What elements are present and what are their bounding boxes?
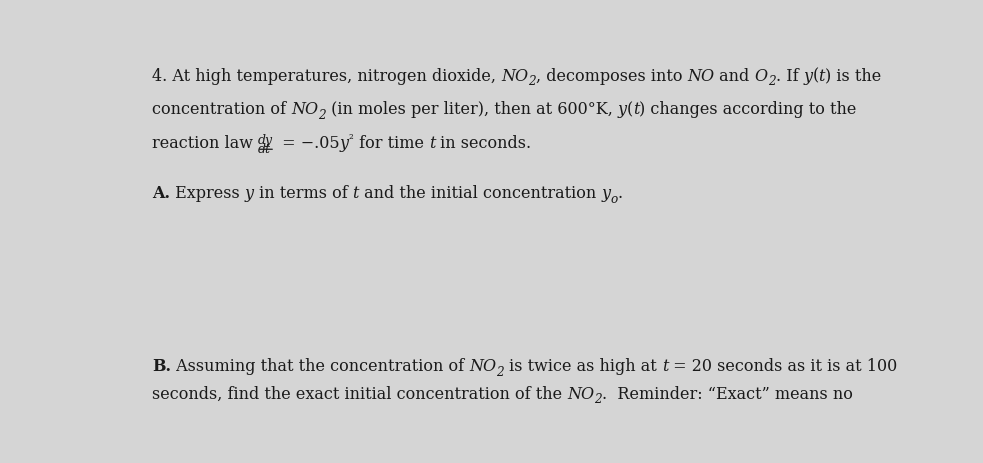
Text: ²: ² — [349, 133, 354, 146]
Text: y: y — [803, 68, 812, 85]
Text: ) changes according to the: ) changes according to the — [639, 101, 857, 119]
Text: y: y — [340, 135, 349, 152]
Text: (in moles per liter), then at 600°K,: (in moles per liter), then at 600°K, — [325, 101, 617, 119]
Text: in seconds.: in seconds. — [435, 135, 531, 152]
Text: 2: 2 — [768, 75, 776, 88]
Text: y: y — [617, 101, 627, 119]
Text: and the initial concentration: and the initial concentration — [359, 185, 602, 202]
Text: 4. At high temperatures, nitrogen dioxide,: 4. At high temperatures, nitrogen dioxid… — [151, 68, 501, 85]
Text: .: . — [617, 185, 622, 202]
Text: y: y — [245, 185, 254, 202]
Text: A.: A. — [151, 185, 170, 202]
Text: is twice as high at: is twice as high at — [504, 358, 662, 375]
Text: .  Reminder: “Exact” means no: . Reminder: “Exact” means no — [602, 386, 852, 402]
Text: seconds, find the exact initial concentration of the: seconds, find the exact initial concentr… — [151, 386, 567, 402]
Text: = 20 seconds as it is at 100: = 20 seconds as it is at 100 — [668, 358, 897, 375]
Text: NO: NO — [687, 68, 715, 85]
Text: 2: 2 — [318, 109, 325, 122]
Text: o: o — [610, 193, 617, 206]
Text: Express: Express — [170, 185, 245, 202]
Text: . If: . If — [776, 68, 803, 85]
Text: for time: for time — [354, 135, 429, 152]
Text: y: y — [602, 185, 610, 202]
Text: 2: 2 — [594, 394, 602, 407]
Text: t: t — [353, 185, 359, 202]
Text: O: O — [755, 68, 768, 85]
Text: (: ( — [812, 68, 819, 85]
Text: (: ( — [627, 101, 633, 119]
Text: and: and — [715, 68, 755, 85]
Text: t: t — [819, 68, 825, 85]
Text: NO: NO — [291, 101, 318, 119]
Text: NO: NO — [469, 358, 496, 375]
Text: concentration of: concentration of — [151, 101, 291, 119]
Text: = −.05: = −.05 — [277, 135, 340, 152]
Text: B.: B. — [151, 358, 171, 375]
Text: t: t — [429, 135, 435, 152]
Text: 2: 2 — [528, 75, 536, 88]
Text: 2: 2 — [496, 366, 504, 379]
Text: ) is the: ) is the — [825, 68, 881, 85]
Text: dt: dt — [258, 143, 271, 156]
Text: NO: NO — [501, 68, 528, 85]
Text: , decomposes into: , decomposes into — [536, 68, 687, 85]
Text: t: t — [633, 101, 639, 119]
Text: NO: NO — [567, 386, 594, 402]
Text: t: t — [662, 358, 668, 375]
Text: Assuming that the concentration of: Assuming that the concentration of — [171, 358, 469, 375]
Text: reaction law: reaction law — [151, 135, 258, 152]
Text: in terms of: in terms of — [254, 185, 353, 202]
Text: dy: dy — [258, 133, 273, 147]
